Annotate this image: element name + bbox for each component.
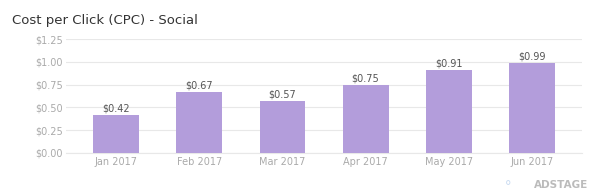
Bar	[93, 115, 139, 153]
Text: $0.42: $0.42	[102, 103, 130, 113]
Bar	[260, 101, 305, 153]
Text: $0.67: $0.67	[185, 81, 213, 91]
Bar	[426, 70, 472, 153]
Text: Cost per Click (CPC) - Social: Cost per Click (CPC) - Social	[12, 14, 198, 27]
Bar	[176, 92, 222, 153]
Text: $0.57: $0.57	[269, 90, 296, 100]
Text: ADSTAGE: ADSTAGE	[534, 180, 588, 190]
Text: $0.99: $0.99	[518, 52, 546, 62]
Bar	[509, 63, 555, 153]
Bar	[343, 85, 389, 153]
Text: $0.91: $0.91	[435, 59, 463, 69]
Text: $0.75: $0.75	[352, 73, 379, 83]
Text: ⚬: ⚬	[503, 177, 513, 190]
